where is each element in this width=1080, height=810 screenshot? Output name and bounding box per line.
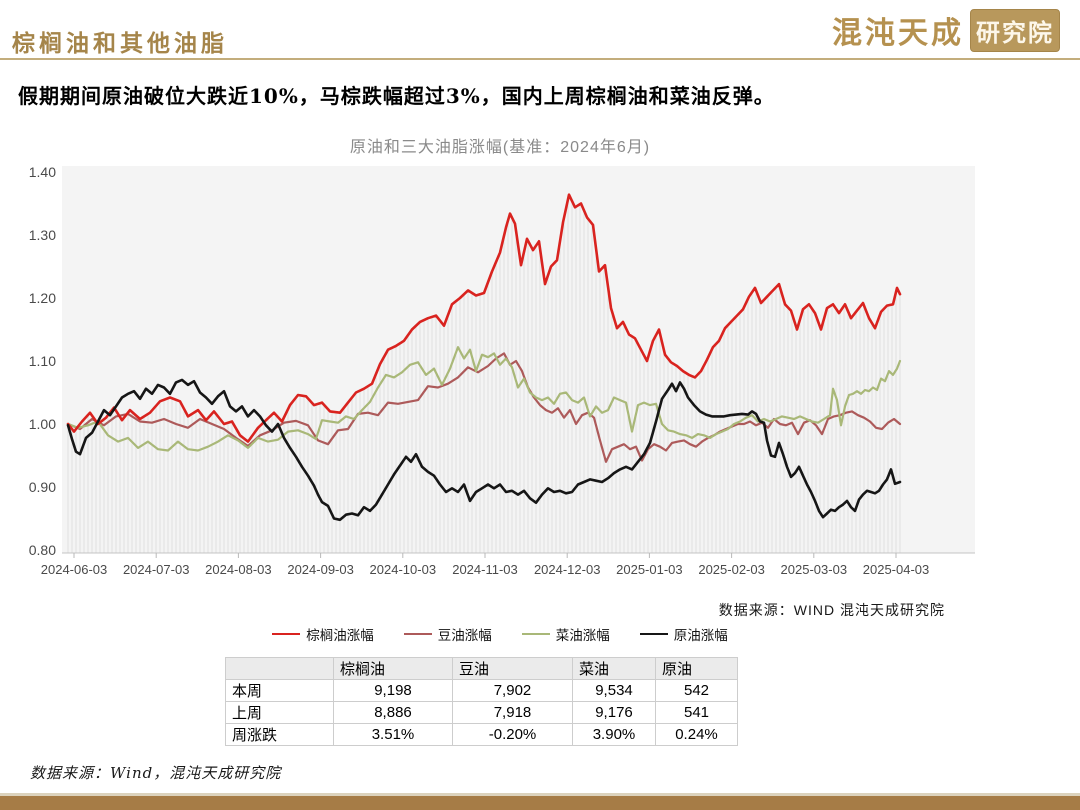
legend-item-rapeseed-oil: 菜油涨幅 [521,624,610,644]
svg-text:2024-10-03: 2024-10-03 [370,562,437,577]
svg-text:1.40: 1.40 [29,164,56,180]
svg-text:2024-07-03: 2024-07-03 [123,562,190,577]
svg-text:1.20: 1.20 [29,290,56,306]
chart-source: 数据来源：WIND 混沌天成研究院 [718,602,945,618]
svg-text:2024-11-03: 2024-11-03 [452,562,518,577]
svg-text:2025-04-03: 2025-04-03 [863,562,930,577]
table-cell: 541 [655,701,738,724]
legend-label: 棕榈油涨幅 [306,628,374,643]
table-cell: -0.20% [452,723,573,746]
svg-text:0.80: 0.80 [29,542,56,558]
summary-text: 假期期间原油破位大跌近10%，马棕跌幅超过3%，国内上周棕榈油和菜油反弹。 [18,84,775,108]
footer-source: 数据来源：Wind，混沌天成研究院 [30,764,282,782]
soybean-oil-line-swatch [403,632,432,636]
svg-text:1.10: 1.10 [29,353,56,369]
table-cell: 542 [655,679,738,702]
table-cell: 9,198 [333,679,453,702]
legend-label: 豆油涨幅 [437,628,492,643]
table-cell: 8,886 [333,701,453,724]
trend-chart-canvas: 2024-06-03 2024-07-03 2024-08-03 2024-09-03… [29,164,975,577]
crude-oil-line-swatch [639,632,668,636]
company-logo: 混沌天成 研究院 [832,8,1060,52]
row-label: 上周 [225,701,334,724]
table-cell: 7,902 [452,679,573,702]
header-divider [0,58,1080,60]
row-label: 本周 [225,679,334,702]
legend-item-crude-oil: 原油涨幅 [639,624,728,644]
row-label: 周涨跌 [225,723,334,746]
chart-legend: 棕榈油涨幅 豆油涨幅 菜油涨幅 原油涨幅 [0,624,1000,644]
chart-title: 原油和三大油脂涨幅(基准：2024年6月) [349,139,651,156]
footer-bar [0,796,1080,810]
svg-text:0.90: 0.90 [29,479,56,495]
svg-text:2024-06-03: 2024-06-03 [41,562,108,577]
col-header-rapeseed-oil: 菜油 [572,657,656,680]
table-cell: 7,918 [452,701,573,724]
table-row: 本周 9,198 7,902 9,534 542 [225,679,738,702]
table-cell: 0.24% [655,723,738,746]
svg-text:2025-03-03: 2025-03-03 [781,562,848,577]
page-title: 棕榈油和其他油脂 [12,30,228,57]
legend-item-palm-oil: 棕榈油涨幅 [272,624,374,644]
price-table: 棕榈油 豆油 菜油 原油 本周 9,198 7,902 9,534 542 上周… [225,657,738,746]
trend-chart: 2024-06-03 2024-07-03 2024-08-03 2024-09-03… [0,160,1080,600]
svg-text:2024-12-03: 2024-12-03 [534,562,601,577]
svg-text:2025-01-03: 2025-01-03 [616,562,683,577]
table-row: 周涨跌 3.51% -0.20% 3.90% 0.24% [225,723,738,746]
col-header-soybean-oil: 豆油 [452,657,573,680]
table-row: 上周 8,886 7,918 9,176 541 [225,701,738,724]
table-cell: 9,534 [572,679,656,702]
svg-text:1.30: 1.30 [29,227,56,243]
logo-badge: 研究院 [970,8,1060,52]
legend-item-soybean-oil: 豆油涨幅 [403,624,492,644]
table-cell: 3.51% [333,723,453,746]
col-header-crude-oil: 原油 [655,657,738,680]
rapeseed-oil-line-swatch [521,632,550,636]
legend-label: 原油涨幅 [673,628,728,643]
svg-text:1.00: 1.00 [29,416,56,432]
svg-text:2025-02-03: 2025-02-03 [698,562,765,577]
table-cell: 3.90% [572,723,656,746]
legend-label: 菜油涨幅 [555,628,610,643]
svg-text:2024-08-03: 2024-08-03 [205,562,272,577]
col-header-palm-oil: 棕榈油 [333,657,453,680]
svg-text:2024-09-03: 2024-09-03 [287,562,354,577]
palm-oil-line-swatch [272,632,301,636]
logo-text: 混沌天成 [832,16,964,51]
table-header-row: 棕榈油 豆油 菜油 原油 [225,657,738,680]
table-cell: 9,176 [572,701,656,724]
table-corner-cell [225,657,334,680]
footer-strip [0,793,1080,796]
